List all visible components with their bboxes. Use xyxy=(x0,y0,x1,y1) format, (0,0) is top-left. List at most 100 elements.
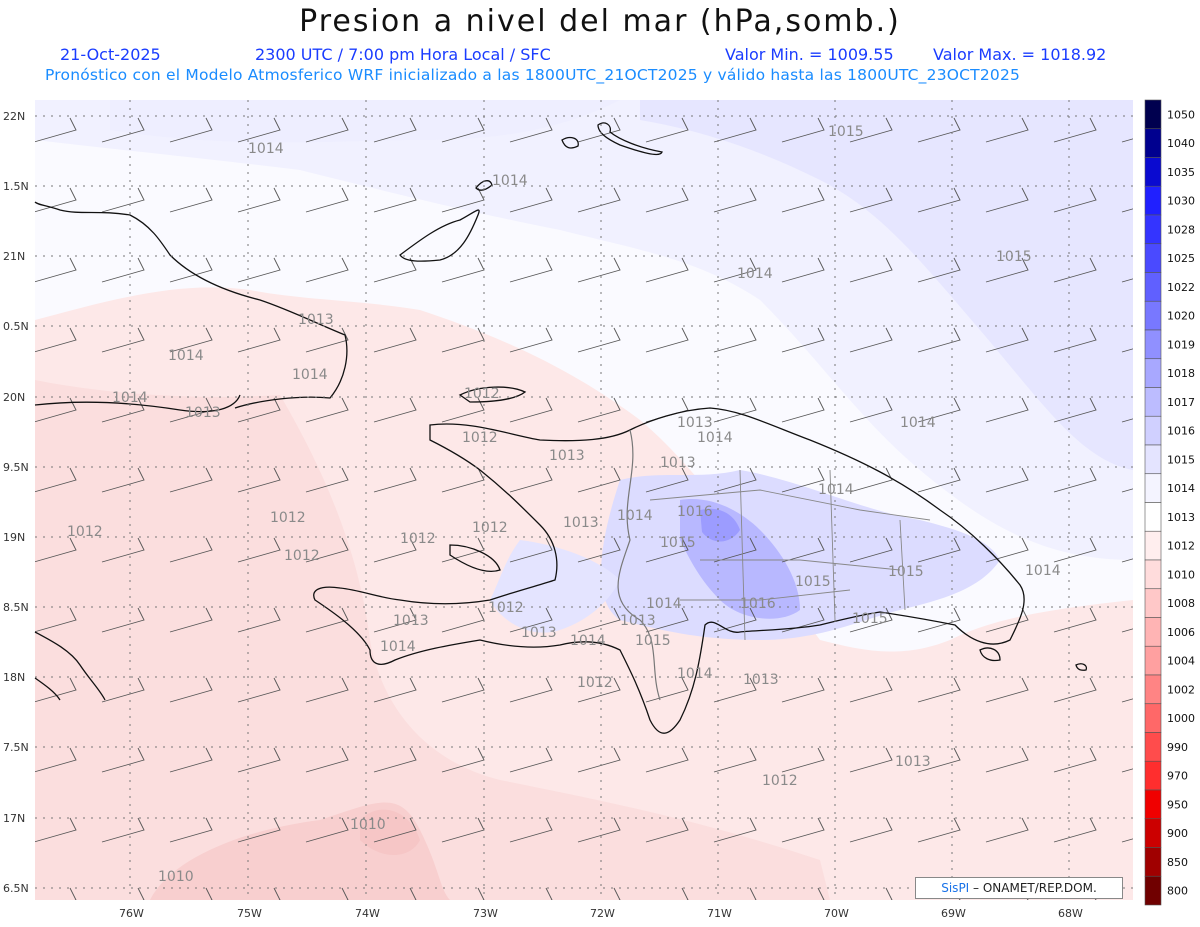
contour-label: 1015 xyxy=(635,633,671,649)
colorbar-swatch xyxy=(1144,214,1162,245)
colorbar-swatch xyxy=(1144,674,1162,705)
lat-label: 6.5N xyxy=(3,882,29,895)
contour-label: 1014 xyxy=(677,666,713,682)
colorbar-swatch xyxy=(1144,243,1162,273)
contour-label: 1014 xyxy=(900,415,936,431)
contour-label: 1014 xyxy=(112,390,148,406)
contour-label: 1014 xyxy=(380,639,416,655)
sispi-brand: SisPI xyxy=(941,881,970,895)
colorbar-label: 1013 xyxy=(1167,511,1195,524)
lon-label: 72W xyxy=(590,907,615,920)
contour-label: 1015 xyxy=(996,249,1032,265)
colorbar-swatch xyxy=(1144,847,1162,877)
contour-label: 1014 xyxy=(818,482,854,498)
longitude-labels: 76W 75W 74W 73W 72W 71W 70W 69W 68W xyxy=(119,907,1083,920)
province-borders xyxy=(649,469,931,641)
contour-label: 1013 xyxy=(620,613,656,629)
contour-label: 1013 xyxy=(677,415,713,431)
colorbar-swatch xyxy=(1144,760,1162,791)
colorbar-swatch xyxy=(1144,502,1162,532)
contour-label: 1015 xyxy=(852,611,888,627)
colorbar-label: 800 xyxy=(1167,885,1188,898)
lat-label: 21N xyxy=(3,250,25,263)
colorbar-swatch xyxy=(1144,617,1162,647)
max-value: Valor Max. = 1018.92 xyxy=(933,45,1107,64)
contour-label: 1014 xyxy=(1025,563,1061,579)
contour-label: 1015 xyxy=(660,535,696,551)
colorbar-label: 1035 xyxy=(1167,166,1195,179)
lat-label: 18N xyxy=(3,671,25,684)
colorbar-label: 1012 xyxy=(1167,540,1195,553)
colorbar-swatch xyxy=(1144,703,1162,733)
hispaniola-coast xyxy=(313,407,1025,734)
contour-label: 1012 xyxy=(762,773,798,789)
map-frame-edge xyxy=(1133,100,1139,900)
contour-label: 1015 xyxy=(888,564,924,580)
contour-label: 1013 xyxy=(393,613,429,629)
contour-label: 1012 xyxy=(472,520,508,536)
colorbar-swatch xyxy=(1144,99,1162,130)
contour-label: 1014 xyxy=(492,173,528,189)
credit-text: – ONAMET/REP.DOM. xyxy=(973,881,1097,895)
colorbar-swatch xyxy=(1144,300,1162,331)
tortuga-island xyxy=(458,386,527,403)
colorbar-label: 1040 xyxy=(1167,137,1195,150)
contour-label: 1013 xyxy=(185,405,221,421)
contour-label: 1015 xyxy=(795,574,831,590)
lat-label: 17N xyxy=(3,812,25,825)
colorbar-swatch xyxy=(1144,473,1162,503)
contour-label: 1014 xyxy=(737,266,773,282)
wind-barbs xyxy=(35,100,1133,900)
colorbar-label: 1022 xyxy=(1167,281,1195,294)
lon-label: 68W xyxy=(1058,907,1083,920)
latitude-labels: 22N 1.5N 21N 0.5N 20N 9.5N 19N 8.5N 18N … xyxy=(3,110,29,895)
map-title: Presion a nivel del mar (hPa,somb.) xyxy=(299,4,901,39)
contour-label: 1013 xyxy=(521,625,557,641)
colorbar-swatch xyxy=(1144,272,1162,302)
lat-label: 0.5N xyxy=(3,320,29,333)
contour-label: 1016 xyxy=(740,596,776,612)
lon-label: 69W xyxy=(941,907,966,920)
colorbar-label: 1016 xyxy=(1167,425,1195,438)
lat-label: 1.5N xyxy=(3,180,29,193)
colorbar-swatch xyxy=(1144,444,1162,475)
colorbar-label: 1008 xyxy=(1167,597,1195,610)
contour-label: 1012 xyxy=(462,430,498,446)
model-info: Pronóstico con el Modelo Atmosferico WRF… xyxy=(45,66,1021,84)
colorbar-label: 1004 xyxy=(1167,655,1195,668)
min-value: Valor Min. = 1009.55 xyxy=(725,45,894,64)
colorbar-label: 990 xyxy=(1167,741,1188,754)
gonave-island xyxy=(449,544,501,572)
contour-label: 1014 xyxy=(646,596,682,612)
contour-label: 1013 xyxy=(298,312,334,328)
contour-label: 1012 xyxy=(488,600,524,616)
contour-label: 1010 xyxy=(158,869,194,885)
colorbar-swatch xyxy=(1144,329,1162,360)
credit-box: SisPI – ONAMET/REP.DOM. xyxy=(915,877,1123,899)
contour-label: 1012 xyxy=(67,524,103,540)
colorbar-label: 970 xyxy=(1167,770,1188,783)
bahamas-islands xyxy=(399,122,663,262)
forecast-date: 21-Oct-2025 xyxy=(60,45,161,64)
contour-label: 1013 xyxy=(895,754,931,770)
colorbar-label: 1010 xyxy=(1167,568,1195,581)
colorbar-label: 950 xyxy=(1167,798,1188,811)
lon-label: 73W xyxy=(473,907,498,920)
colorbar-swatch xyxy=(1144,588,1162,618)
contour-label: 1012 xyxy=(284,548,320,564)
small-islands xyxy=(34,631,1088,701)
colorbar-swatch xyxy=(1144,185,1162,216)
lon-label: 70W xyxy=(824,907,849,920)
forecast-time: 2300 UTC / 7:00 pm Hora Local / SFC xyxy=(255,45,551,64)
contour-label: 1012 xyxy=(400,531,436,547)
colorbar-label: 1002 xyxy=(1167,683,1195,696)
colorbar-swatch xyxy=(1144,818,1162,848)
lon-label: 71W xyxy=(707,907,732,920)
colorbar-swatch xyxy=(1144,358,1162,388)
colorbar-label: 900 xyxy=(1167,827,1188,840)
colorbar-label: 1030 xyxy=(1167,195,1195,208)
contour-label: 1013 xyxy=(743,672,779,688)
colorbar-label: 1000 xyxy=(1167,712,1195,725)
contour-label: 1014 xyxy=(168,348,204,364)
